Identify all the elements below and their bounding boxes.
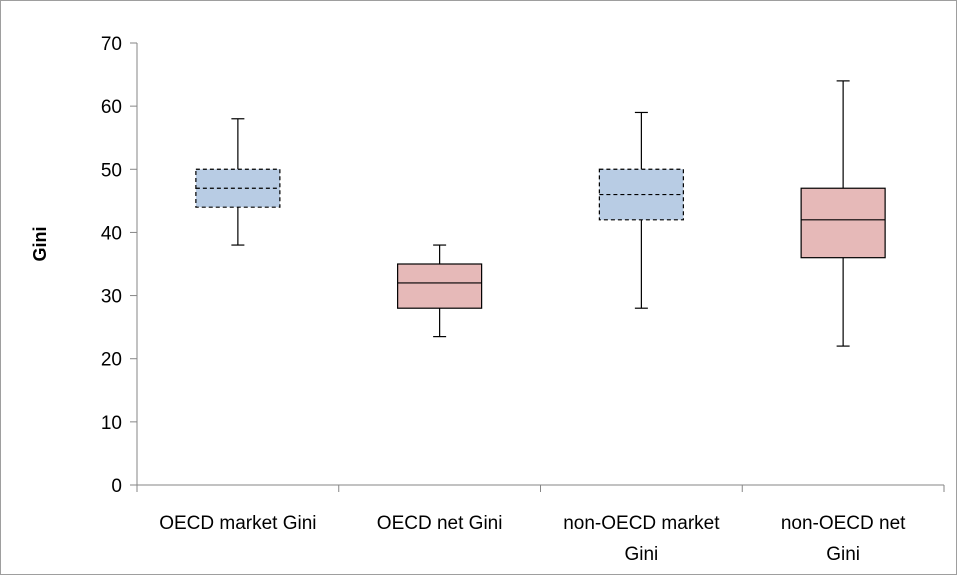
box-4 xyxy=(800,80,886,347)
category-labels: OECD market Gini OECD net Gini non-OECD ma… xyxy=(159,513,906,565)
box-2 xyxy=(397,244,483,338)
x-category-label: Gini xyxy=(624,544,658,565)
y-ticks: 0 10 20 30 40 50 60 70 xyxy=(101,34,137,497)
y-tick-label: 60 xyxy=(101,97,122,118)
y-tick-label: 20 xyxy=(101,350,122,371)
axes xyxy=(136,43,945,492)
y-tick-label: 10 xyxy=(101,413,122,434)
y-tick-label: 50 xyxy=(101,160,122,181)
x-category-label: OECD market Gini xyxy=(159,513,316,534)
y-tick-label: 70 xyxy=(101,34,122,55)
y-tick-label: 40 xyxy=(101,223,122,244)
y-axis-title: Gini xyxy=(30,227,50,262)
x-category-label: non-OECD market xyxy=(563,513,720,534)
x-category-label: non-OECD net xyxy=(781,513,906,534)
iqr-box xyxy=(397,263,483,309)
y-tick-label: 30 xyxy=(101,287,122,308)
x-category-label: OECD net Gini xyxy=(377,513,503,534)
iqr-box xyxy=(800,187,886,259)
boxes xyxy=(195,80,886,347)
box-1 xyxy=(195,118,281,246)
y-tick-label: 0 xyxy=(111,476,122,497)
box-3 xyxy=(598,111,684,309)
x-category-label: Gini xyxy=(826,544,860,565)
